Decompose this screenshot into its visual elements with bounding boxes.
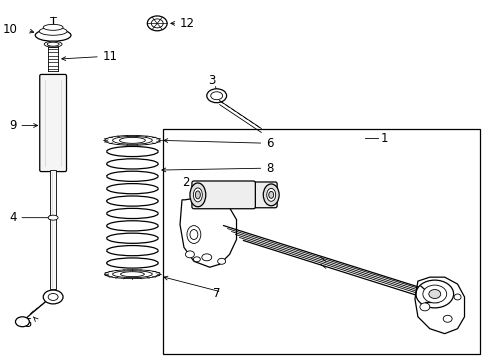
Ellipse shape xyxy=(185,251,194,258)
Ellipse shape xyxy=(210,92,222,100)
Ellipse shape xyxy=(186,226,201,243)
Ellipse shape xyxy=(121,272,144,276)
Text: 12: 12 xyxy=(170,17,195,30)
Ellipse shape xyxy=(415,280,453,308)
Ellipse shape xyxy=(193,188,202,202)
Ellipse shape xyxy=(189,230,198,239)
Text: 3: 3 xyxy=(207,75,215,87)
Ellipse shape xyxy=(263,184,279,206)
Ellipse shape xyxy=(266,188,275,201)
FancyBboxPatch shape xyxy=(191,181,255,209)
Ellipse shape xyxy=(104,270,160,279)
Text: 10: 10 xyxy=(2,23,18,36)
Ellipse shape xyxy=(195,191,200,199)
Text: 2: 2 xyxy=(182,176,200,193)
Bar xyxy=(50,170,56,289)
Bar xyxy=(163,130,479,355)
Ellipse shape xyxy=(193,257,200,262)
Text: 8: 8 xyxy=(162,162,273,175)
Text: 6: 6 xyxy=(163,137,273,150)
FancyBboxPatch shape xyxy=(213,182,277,208)
Ellipse shape xyxy=(43,290,63,304)
Ellipse shape xyxy=(151,19,163,28)
Ellipse shape xyxy=(112,136,152,144)
Ellipse shape xyxy=(453,294,460,300)
Ellipse shape xyxy=(44,41,62,47)
Text: 7: 7 xyxy=(212,288,220,301)
Ellipse shape xyxy=(35,29,71,41)
Ellipse shape xyxy=(16,317,29,327)
Ellipse shape xyxy=(39,27,67,35)
Text: 9: 9 xyxy=(9,119,38,132)
Ellipse shape xyxy=(119,138,145,143)
FancyBboxPatch shape xyxy=(40,75,66,172)
Ellipse shape xyxy=(48,215,58,220)
Ellipse shape xyxy=(147,16,167,31)
Ellipse shape xyxy=(268,192,273,198)
Ellipse shape xyxy=(48,293,58,301)
Text: 1: 1 xyxy=(380,132,387,145)
Text: 5: 5 xyxy=(23,317,31,330)
Ellipse shape xyxy=(43,24,63,30)
Text: 4: 4 xyxy=(9,211,53,224)
Ellipse shape xyxy=(442,315,451,322)
Ellipse shape xyxy=(422,285,446,303)
Ellipse shape xyxy=(217,258,225,264)
Ellipse shape xyxy=(189,183,205,207)
Ellipse shape xyxy=(202,254,211,261)
Ellipse shape xyxy=(428,289,440,298)
Ellipse shape xyxy=(47,42,59,46)
Text: 11: 11 xyxy=(61,50,118,63)
Ellipse shape xyxy=(104,135,160,145)
Ellipse shape xyxy=(419,303,429,311)
Ellipse shape xyxy=(112,271,152,278)
Ellipse shape xyxy=(206,89,226,103)
